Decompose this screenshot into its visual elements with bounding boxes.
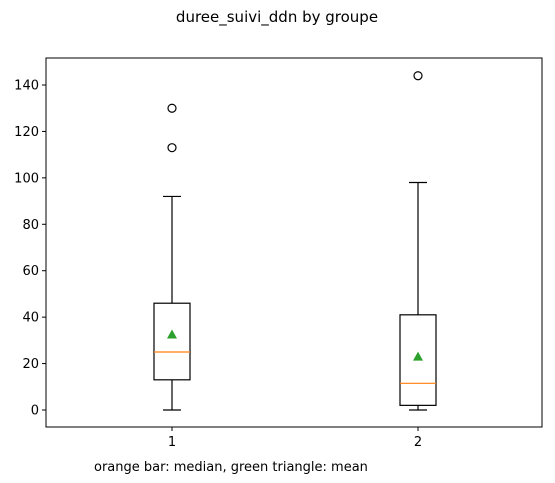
y-tick-label: 140 (14, 79, 39, 94)
chart-title: duree_suivi_ddn by groupe (176, 8, 378, 27)
x-tick-label: 2 (414, 435, 422, 450)
iqr-box (153, 302, 191, 381)
y-tick-label: 40 (22, 311, 39, 326)
y-tick-label: 20 (22, 357, 39, 372)
y-tick-label: 100 (14, 171, 39, 186)
y-axis: 0 20 40 60 80 100 120 140 (14, 79, 46, 419)
y-tick-label: 120 (14, 125, 39, 140)
y-tick-label: 0 (31, 404, 39, 419)
x-tick-label: 1 (168, 435, 176, 450)
y-tick-label: 80 (22, 218, 39, 233)
box-series (153, 71, 437, 411)
chart-caption: orange bar: median, green triangle: mean (94, 460, 368, 475)
outlier-point (167, 143, 177, 153)
y-tick-label: 60 (22, 264, 39, 279)
iqr-box (399, 314, 437, 406)
box-group-2 (399, 71, 437, 411)
outlier-point (167, 103, 177, 113)
box-group-1 (153, 103, 191, 411)
plot-area (45, 57, 543, 428)
outlier-point (413, 71, 423, 81)
mean-marker (167, 329, 177, 339)
mean-marker (413, 351, 423, 361)
